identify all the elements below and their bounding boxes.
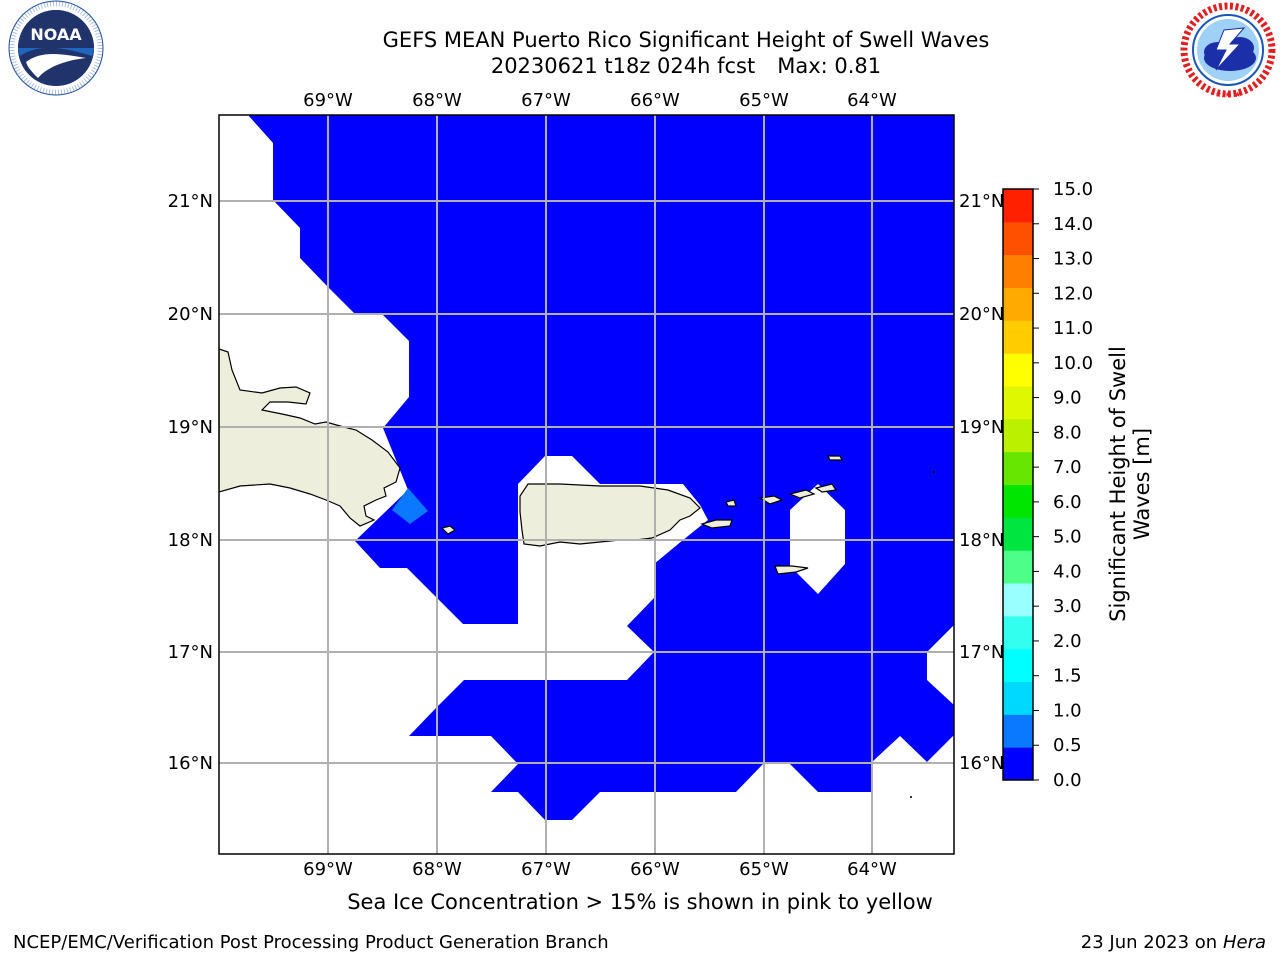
lon-label-bottom: 69°W: [303, 859, 353, 880]
footer-date: 23 Jun 2023 on Hera: [1081, 932, 1266, 953]
colorbar-segment: [1003, 287, 1033, 321]
colorbar-segment: [1003, 681, 1033, 715]
anegada-island: [827, 455, 843, 461]
lat-label-right: 20°N: [959, 304, 1004, 325]
lat-label-right: 21°N: [959, 191, 1004, 212]
chart-subtitle: 20230621 t18z 024h fcst Max: 0.81: [186, 53, 1186, 79]
colorbar-label: Significant Height of Swell Waves [m]: [1106, 334, 1154, 634]
colorbar-segment: [1003, 451, 1033, 485]
colorbar-tick-label: 9.0: [1053, 388, 1082, 409]
lon-label-bottom: 64°W: [847, 859, 897, 880]
st-thomas-island: [758, 495, 784, 505]
lat-label-left: 20°N: [168, 304, 213, 325]
culebra-island: [725, 499, 737, 507]
lon-label-top: 67°W: [521, 90, 571, 111]
lon-label-top: 66°W: [630, 90, 680, 111]
run-label: 20230621 t18z 024h fcst: [490, 54, 756, 78]
colorbar-segment: [1003, 189, 1033, 223]
colorbar-tick-label: 11.0: [1053, 318, 1093, 339]
colorbar: 0.0 0.5 1.0 1.5 2.0 3.0 4.0 5.0 6.0 7.0 8.0 9.0 10.0…: [1002, 179, 1093, 791]
colorbar-tick-label: 7.0: [1053, 457, 1082, 478]
noaa-logo-text: NOAA: [30, 25, 82, 44]
colorbar-segment: [1003, 550, 1033, 584]
lon-label-top: 68°W: [412, 90, 462, 111]
colorbar-segment: [1003, 517, 1033, 551]
colorbar-segment: [1003, 418, 1033, 453]
map-frame: [218, 114, 955, 855]
lon-label-top: 69°W: [303, 90, 353, 111]
nws-logo: ★ ★ ★: [1180, 2, 1276, 99]
lon-label-top: 65°W: [739, 90, 789, 111]
st-croix-island: [774, 565, 809, 575]
sea-ice-note: Sea Ice Concentration > 15% is shown in …: [347, 890, 933, 914]
colorbar-label-line1: Significant Height of Swell: [1106, 346, 1130, 622]
colorbar-tick-label: 1.0: [1053, 700, 1082, 721]
max-label: Max: 0.81: [777, 54, 882, 78]
colorbar-segment: [1003, 484, 1033, 518]
lat-label-right: 19°N: [959, 417, 1004, 438]
colorbar-tick-label: 8.0: [1053, 422, 1082, 443]
lon-label-bottom: 65°W: [739, 859, 789, 880]
colorbar-tick-label: 4.0: [1053, 561, 1082, 582]
colorbar-segment: [1003, 714, 1033, 748]
colorbar-label-line2: Waves [m]: [1130, 427, 1154, 541]
colorbar-tick-label: 0.0: [1053, 770, 1082, 791]
colorbar-segment: [1003, 386, 1033, 420]
colorbar-tick-label: 5.0: [1053, 527, 1082, 548]
lat-label-left: 21°N: [168, 191, 213, 212]
colorbar-tick-label: 3.0: [1053, 596, 1082, 617]
lat-label-right: 17°N: [959, 642, 1004, 663]
colorbar-segment: [1003, 747, 1033, 781]
footer-date-text: 23 Jun 2023 on: [1080, 932, 1218, 953]
colorbar-segment: [1003, 583, 1033, 617]
colorbar-segment: [1003, 221, 1033, 256]
colorbar-tick-label: 10.0: [1053, 353, 1093, 374]
lat-label-left: 18°N: [168, 530, 213, 551]
colorbar-tick-label: 13.0: [1053, 249, 1093, 270]
st-john-island: [788, 489, 816, 499]
swell-patch-high: [392, 488, 428, 524]
footer-branch: NCEP/EMC/Verification Post Processing Pr…: [13, 932, 609, 953]
colorbar-tick-label: 14.0: [1053, 214, 1093, 235]
chart-title: GEFS MEAN Puerto Rico Significant Height…: [382, 28, 990, 52]
lat-label-left: 17°N: [168, 642, 213, 663]
tortola-island: [814, 483, 838, 493]
swell-field: [248, 115, 954, 820]
colorbar-segment: [1003, 615, 1033, 650]
colorbar-segment: [1003, 648, 1033, 682]
colorbar-tick-label: 0.5: [1053, 735, 1082, 756]
mona-island: [440, 525, 457, 535]
colorbar-segment: [1003, 353, 1033, 387]
noaa-logo: NOAA: [8, 0, 104, 96]
colorbar-tick-label: 6.0: [1053, 492, 1082, 513]
colorbar-tick-label: 1.5: [1053, 666, 1082, 687]
colorbar-segment: [1003, 320, 1033, 354]
colorbar-tick-label: 2.0: [1053, 631, 1082, 652]
lat-label-right: 16°N: [959, 753, 1004, 774]
lon-label-bottom: 67°W: [521, 859, 571, 880]
lat-label-left: 19°N: [168, 417, 213, 438]
svg-text:★ ★ ★: ★ ★ ★: [1215, 90, 1242, 99]
lon-label-bottom: 66°W: [630, 859, 680, 880]
lat-label-right: 18°N: [959, 530, 1004, 551]
colorbar-frame: [1002, 188, 1034, 781]
footer-host: Hera: [1222, 932, 1266, 953]
lon-label-bottom: 68°W: [412, 859, 462, 880]
lat-label-left: 16°N: [168, 753, 213, 774]
vieques-island: [700, 519, 733, 529]
lon-label-top: 64°W: [847, 90, 897, 111]
colorbar-segment: [1003, 254, 1033, 288]
colorbar-tick-label: 15.0: [1053, 179, 1093, 200]
graticule: [219, 115, 954, 854]
colorbar-tick-label: 12.0: [1053, 283, 1093, 304]
